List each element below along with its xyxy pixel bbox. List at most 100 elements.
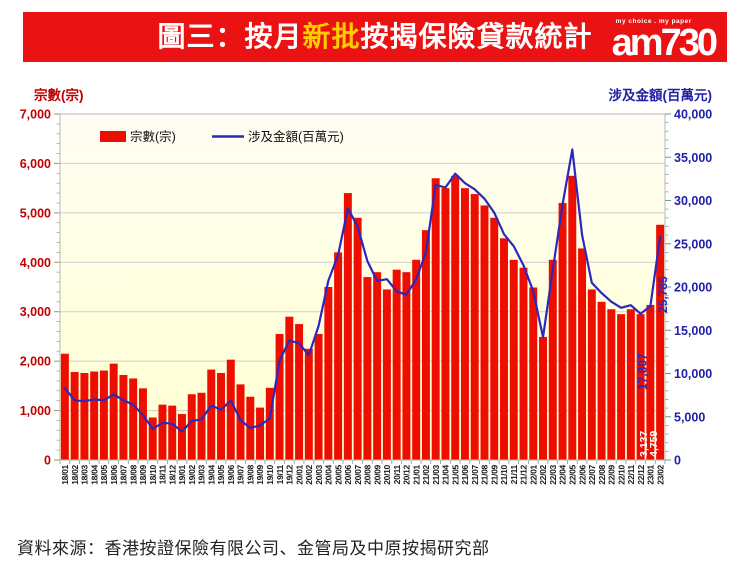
svg-text:20/06: 20/06: [343, 464, 353, 484]
bar-19/02: [187, 394, 196, 460]
am730-logo: my choice . my paper am730: [611, 16, 718, 64]
legend-line-label: 涉及金額(百萬元): [248, 129, 344, 144]
line-annotation-23/02: 25,785: [656, 276, 670, 313]
bar-23/01: [646, 304, 655, 460]
svg-text:21/06: 21/06: [460, 464, 470, 484]
svg-text:21/08: 21/08: [480, 464, 490, 484]
bar-22/01: [529, 287, 538, 460]
bar-21/01: [412, 259, 421, 460]
bar-series: [60, 175, 665, 460]
svg-text:20/11: 20/11: [392, 464, 402, 484]
chart-title-banner: 圖三：按月新批按揭保險貸款統計 my choice . my paper am7…: [23, 12, 727, 62]
bar-18/02: [70, 372, 79, 460]
left-axis-title: 宗數(宗): [34, 87, 84, 103]
svg-text:22/12: 22/12: [636, 464, 646, 484]
bar-18/03: [80, 373, 89, 460]
bar-20/11: [392, 269, 401, 460]
bar-19/09: [256, 407, 265, 460]
chart-svg: 18/01 18/02 18/03 18/04 18/05 18/06 18/07 18/08…: [20, 87, 713, 485]
svg-text:15,000: 15,000: [674, 324, 712, 338]
svg-text:20/04: 20/04: [324, 464, 334, 484]
svg-text:20,000: 20,000: [674, 281, 712, 295]
bar-21/02: [421, 230, 430, 460]
svg-text:19/04: 19/04: [206, 464, 216, 484]
svg-text:22/02: 22/02: [538, 464, 548, 484]
svg-text:18/06: 18/06: [109, 464, 119, 484]
svg-text:21/11: 21/11: [509, 464, 519, 484]
svg-text:4,000: 4,000: [20, 256, 51, 270]
svg-text:25,000: 25,000: [674, 237, 712, 251]
svg-text:5,000: 5,000: [674, 410, 705, 424]
source-note: 資料來源：香港按證保險有限公司、金管局及中原按揭研究部: [17, 539, 490, 558]
svg-text:20/12: 20/12: [402, 464, 412, 484]
svg-text:5,000: 5,000: [20, 206, 51, 220]
x-axis-labels: 18/01 18/02 18/03 18/04 18/05 18/06 18/07 18/08…: [59, 460, 666, 485]
svg-text:18/03: 18/03: [80, 464, 90, 484]
svg-text:19/06: 19/06: [226, 464, 236, 484]
svg-text:18/04: 18/04: [89, 464, 99, 484]
svg-text:22/05: 22/05: [567, 464, 577, 484]
svg-text:18/01: 18/01: [60, 464, 70, 484]
bar-21/12: [519, 267, 528, 460]
line-series: [63, 148, 662, 433]
bar-20/08: [363, 277, 372, 460]
bar-21/07: [470, 194, 479, 460]
bar-22/11: [626, 309, 635, 460]
svg-text:22/03: 22/03: [548, 464, 558, 484]
bar-22/12: [636, 314, 645, 460]
bar-20/03: [314, 333, 323, 460]
bar-20/04: [324, 287, 333, 460]
svg-text:18/07: 18/07: [119, 464, 129, 484]
svg-text:21/10: 21/10: [499, 464, 509, 484]
svg-text:19/09: 19/09: [255, 464, 265, 484]
bar-21/05: [451, 175, 460, 460]
svg-text:30,000: 30,000: [674, 194, 712, 208]
bar-22/06: [578, 248, 587, 460]
bar-21/08: [480, 205, 489, 460]
svg-text:0: 0: [44, 454, 51, 468]
legend: 宗數(宗) 涉及金額(百萬元): [100, 129, 344, 144]
svg-text:18/05: 18/05: [99, 464, 109, 484]
svg-text:19/10: 19/10: [265, 464, 275, 484]
svg-text:20/10: 20/10: [382, 464, 392, 484]
right-axis-tick-labels: 0 5,000 10,000 15,000 20,000 25,000 30,000 35,0…: [674, 108, 712, 468]
bar-18/10: [148, 417, 157, 460]
svg-text:3,000: 3,000: [20, 305, 51, 319]
bar-21/04: [441, 188, 450, 460]
bar-22/03: [548, 259, 557, 460]
bar-22/09: [607, 309, 616, 460]
svg-text:22/08: 22/08: [597, 464, 607, 484]
bar-20/02: [304, 348, 313, 460]
line-annotation-23/01: 17,807: [635, 353, 649, 390]
svg-text:18/09: 18/09: [138, 464, 148, 484]
bar-18/04: [90, 371, 99, 460]
svg-text:22/06: 22/06: [577, 464, 587, 484]
svg-text:6,000: 6,000: [20, 157, 51, 171]
svg-text:18/10: 18/10: [148, 464, 158, 484]
svg-text:18/02: 18/02: [70, 464, 80, 484]
bar-20/10: [382, 289, 391, 460]
bar-20/07: [353, 217, 362, 460]
bar-20/06: [343, 193, 352, 460]
bar-19/12: [285, 316, 294, 460]
bar-18/06: [109, 363, 118, 460]
bar-19/11: [275, 333, 284, 460]
svg-text:21/02: 21/02: [421, 464, 431, 484]
svg-text:22/04: 22/04: [558, 464, 568, 484]
bar-23/02: [656, 224, 665, 460]
axis-ticks: [54, 113, 671, 461]
bar-21/11: [509, 259, 518, 460]
svg-text:1,000: 1,000: [20, 404, 51, 418]
chart-title-prefix: 圖三：按月: [157, 21, 303, 52]
svg-text:21/04: 21/04: [441, 464, 451, 484]
bar-18/07: [119, 374, 128, 460]
svg-text:18/08: 18/08: [128, 464, 138, 484]
bar-19/05: [217, 373, 225, 460]
svg-text:20/07: 20/07: [353, 464, 363, 484]
am730-logo-text: am730: [611, 22, 718, 64]
svg-text:40,000: 40,000: [674, 108, 712, 122]
svg-text:18/11: 18/11: [158, 464, 168, 484]
bar-annotation-23/02: 4,759: [648, 431, 660, 457]
svg-text:35,000: 35,000: [674, 151, 712, 165]
